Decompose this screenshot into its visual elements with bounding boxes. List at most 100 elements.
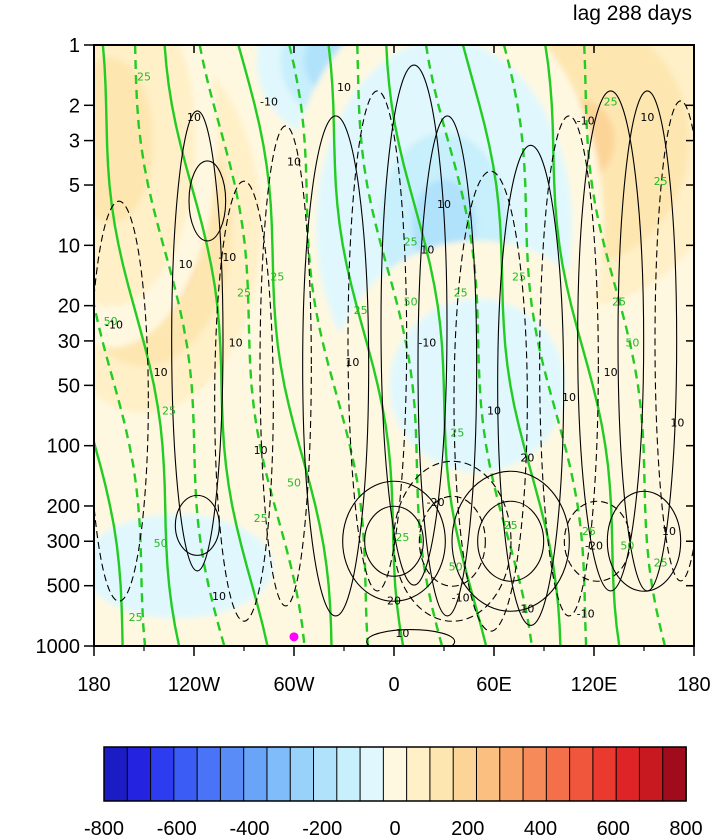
black-contour-line — [342, 480, 446, 602]
black-contour-label: -20 — [427, 496, 445, 509]
green-contour-label: 25 — [504, 519, 518, 532]
green-contour-line — [101, 45, 181, 646]
colorbar-swatch — [196, 746, 222, 802]
x-tick-label: 180 — [77, 674, 110, 696]
green-contour-label: 50 — [154, 537, 168, 550]
black-contour-line — [417, 115, 478, 617]
colorbar-tick-label: 400 — [524, 818, 557, 838]
colorbar-tick-label: -800 — [84, 818, 124, 838]
black-contour-label: 10 — [154, 366, 168, 379]
x-tick-label: 60E — [476, 674, 512, 696]
black-contour-label: 10 — [337, 81, 351, 94]
black-contour-label: -10 — [577, 115, 595, 128]
green-contour-label: 25 — [582, 525, 596, 538]
x-tick-label: 180 — [677, 674, 710, 696]
black-contour-line — [380, 64, 448, 586]
colorbar-swatch — [522, 746, 548, 802]
colorbar-swatch — [429, 746, 455, 802]
green-contour-label: 25 — [354, 304, 368, 317]
black-contour-label: 10 — [420, 244, 434, 257]
green-contour-label: 25 — [137, 70, 151, 83]
green-contour-label: 25 — [454, 286, 468, 299]
black-contour-line — [171, 110, 224, 572]
y-tick-label: 5 — [69, 175, 80, 197]
green-contour-label: 25 — [450, 426, 464, 439]
black-contour-label: 20 — [520, 452, 534, 465]
black-contour-label: -20 — [585, 540, 603, 553]
green-contour-line — [133, 45, 226, 646]
green-contour-label: 50 — [104, 315, 118, 328]
green-contour-label: 25 — [395, 531, 409, 544]
green-contour-label: 25 — [237, 286, 251, 299]
green-contour-line — [461, 45, 562, 646]
green-contour-line — [288, 45, 369, 646]
black-contour-label: -10 — [418, 337, 436, 350]
black-contour-line — [539, 115, 599, 617]
y-tick-label: 20 — [58, 296, 80, 318]
green-contour-label: 25 — [162, 405, 176, 418]
black-contour-line — [364, 505, 424, 577]
black-contour-label: 10 — [212, 590, 226, 603]
shading-blob — [448, 356, 507, 415]
colorbar-swatch — [150, 746, 175, 802]
green-contour-line — [94, 437, 124, 646]
green-contour-label: 25 — [129, 611, 143, 624]
black-contour-line — [94, 200, 149, 602]
colorbar-tick-label: 0 — [389, 818, 400, 838]
chart-title: lag 288 days — [573, 2, 692, 25]
black-contour-label: 20 — [387, 594, 401, 607]
green-contour-label: 25 — [270, 271, 284, 284]
colorbar-tick-label: 200 — [451, 818, 484, 838]
colorbar-swatch — [126, 746, 152, 802]
black-contour-label: 10 — [640, 111, 654, 124]
plot-area: 25 25 25 25 50 25 25 50 25 25 25 25 50 25 25 50 25 50 25 50… — [94, 45, 694, 646]
black-contour-line — [259, 125, 312, 607]
black-contour-label: 10 — [520, 602, 534, 615]
black-contour-line — [366, 628, 456, 646]
location-marker — [289, 632, 299, 642]
black-contour-label: 10 — [287, 156, 301, 169]
green-contour-label: 25 — [612, 296, 626, 309]
black-contour-line — [497, 144, 565, 626]
black-contour-label: 10 — [345, 356, 359, 369]
green-contour-layer — [94, 45, 667, 646]
colorbar-swatch — [103, 746, 129, 802]
black-contour-label: -10 — [452, 592, 470, 605]
colorbar-tick-label: 800 — [669, 818, 702, 838]
black-contour-label: 10 — [437, 198, 451, 211]
black-contour-label: 10 — [229, 337, 243, 350]
black-contour-line — [302, 115, 370, 617]
black-contour-label: 10 — [254, 444, 268, 457]
colorbar-swatch — [219, 746, 245, 802]
black-contour-label: 10 — [604, 366, 618, 379]
colorbar-swatch — [662, 746, 687, 802]
green-contour-label: 25 — [404, 235, 418, 248]
black-contour-line — [654, 100, 694, 582]
green-contour-line — [94, 298, 147, 646]
y-tick-label: 50 — [58, 375, 80, 397]
green-contour-label: 50 — [404, 296, 418, 309]
colorbar-swatch — [173, 746, 198, 802]
colorbar-tick-label: -400 — [229, 818, 269, 838]
colorbar-swatch — [313, 746, 338, 802]
y-tick-label: 100 — [47, 436, 80, 458]
black-contour-line — [477, 500, 545, 582]
y-tick-label: 30 — [58, 331, 80, 353]
green-contour-line — [502, 45, 588, 646]
black-contour-label: 10 — [187, 111, 201, 124]
colorbar-swatch — [499, 746, 524, 802]
black-contour-line — [453, 170, 528, 632]
colorbar-swatch — [452, 746, 478, 802]
y-tick-label: 1000 — [36, 636, 81, 658]
black-contour-line — [418, 495, 486, 587]
black-contour-label: 10 — [670, 416, 684, 429]
green-contour-label: 50 — [449, 561, 463, 574]
green-contour-label: 25 — [512, 271, 526, 284]
shading-layer — [94, 45, 694, 646]
colorbar-swatch — [406, 746, 431, 802]
black-contour-line — [451, 470, 570, 612]
x-tick-label: 120E — [571, 674, 618, 696]
green-contour-label: 25 — [604, 95, 618, 108]
black-contour-label: 10 — [562, 391, 576, 404]
